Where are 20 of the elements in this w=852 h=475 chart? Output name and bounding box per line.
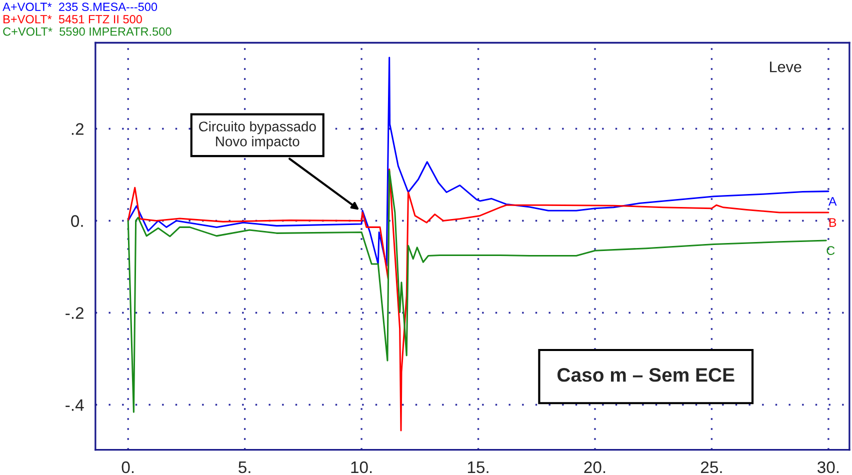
y-tick-label: .2 bbox=[72, 123, 84, 135]
y-tick-label: 0. bbox=[71, 215, 83, 227]
text: C+VOLT* 5590 IMPERATR.500 bbox=[3, 27, 172, 36]
x-tick-label: 25. bbox=[700, 461, 722, 474]
text: A+VOLT* 235 S.MESA---500 bbox=[2, 2, 158, 12]
annotation: Caso m – Sem ECE bbox=[558, 368, 734, 382]
annotation: Leve bbox=[770, 62, 802, 72]
annotation: A bbox=[828, 197, 837, 206]
x-tick-label: 0. bbox=[122, 461, 134, 474]
annotation: Circuito bypassado Novo impacto bbox=[199, 121, 316, 150]
x-tick-label: 5. bbox=[238, 462, 250, 474]
x-tick-label: 20. bbox=[584, 461, 606, 474]
x-tick-label: 10. bbox=[351, 461, 372, 474]
y-tick-label: -.4 bbox=[66, 399, 84, 411]
annotation: B bbox=[829, 218, 836, 227]
annotation: C bbox=[826, 246, 835, 256]
x-tick-label: 30. bbox=[817, 461, 838, 474]
x-tick-label: 15. bbox=[468, 462, 488, 474]
text: B+VOLT* 5451 FTZ II 500 bbox=[4, 15, 142, 24]
y-tick-label: -.2 bbox=[66, 307, 84, 319]
